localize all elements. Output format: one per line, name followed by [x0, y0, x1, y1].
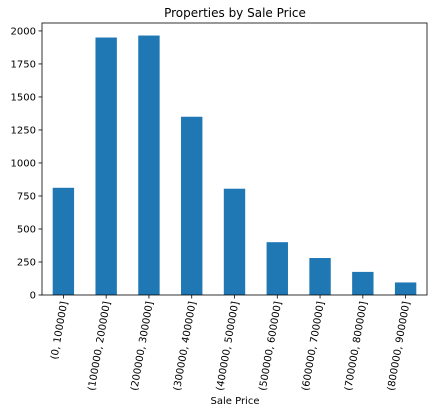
- bar: [138, 35, 160, 295]
- x-tick-label: (700000, 800000]: [343, 301, 370, 392]
- bar: [266, 242, 288, 295]
- x-tick-label: (0, 100000]: [49, 301, 70, 361]
- bar: [309, 258, 331, 295]
- chart-title: Properties by Sale Price: [164, 6, 306, 20]
- x-tick-label: (500000, 600000]: [258, 301, 285, 392]
- x-tick-label: (400000, 500000]: [215, 301, 242, 392]
- x-tick-label: (200000, 300000]: [129, 301, 156, 392]
- y-tick-label: 0: [30, 291, 36, 302]
- bar: [352, 271, 374, 295]
- y-tick-label: 1000: [11, 158, 36, 169]
- x-tick-label: (100000, 200000]: [87, 301, 114, 392]
- bar: [223, 188, 246, 295]
- bar: [394, 282, 417, 295]
- y-tick-label: 500: [17, 224, 36, 235]
- x-axis: (0, 100000] (100000, 200000] (200000, 3000…: [49, 295, 413, 392]
- bars-group: [52, 35, 417, 296]
- x-tick-label: (300000, 400000]: [172, 301, 199, 392]
- y-tick-label: 750: [17, 191, 36, 202]
- plot-frame: [41, 22, 428, 296]
- bar: [95, 37, 117, 296]
- bar: [52, 187, 75, 295]
- y-tick-label: 250: [17, 257, 36, 268]
- x-tick-label: (800000, 900000]: [386, 301, 413, 392]
- y-tick-label: 1750: [11, 59, 36, 70]
- x-tick-label: (600000, 700000]: [300, 301, 327, 392]
- y-tick-label: 1250: [11, 125, 36, 136]
- bar: [181, 116, 203, 295]
- y-axis: 0 250 500 750 1000 1250 1500 1750 2000: [11, 26, 42, 302]
- y-tick-label: 2000: [11, 26, 36, 37]
- x-axis-label: Sale Price: [211, 396, 260, 407]
- y-tick-label: 1500: [11, 92, 36, 103]
